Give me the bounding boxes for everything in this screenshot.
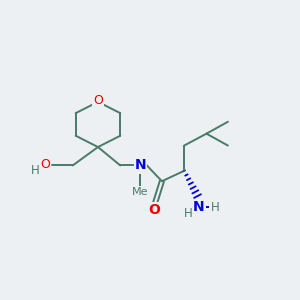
Text: H: H	[184, 207, 192, 220]
Text: N: N	[193, 200, 205, 214]
Text: N: N	[135, 158, 146, 172]
Text: O: O	[40, 158, 50, 171]
Text: O: O	[93, 94, 103, 107]
Text: H: H	[210, 201, 219, 214]
Text: O: O	[148, 203, 160, 217]
Text: H: H	[31, 164, 40, 177]
Text: Me: Me	[132, 187, 149, 196]
